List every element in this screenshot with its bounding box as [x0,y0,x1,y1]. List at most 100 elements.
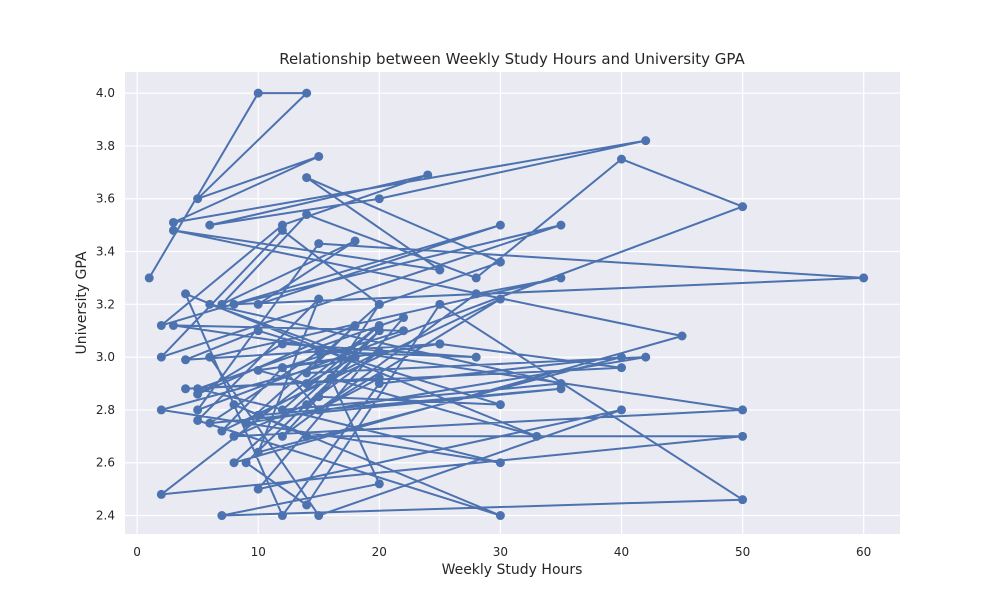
data-point [738,495,748,505]
data-point [229,400,239,410]
data-point [435,265,445,275]
data-point [156,352,166,362]
data-point [181,384,191,394]
data-point [616,352,626,362]
y-tick-label: 3.6 [96,192,115,206]
data-point [229,431,239,441]
data-point [193,194,203,204]
data-point [156,405,166,415]
data-point [241,418,251,428]
y-tick-label: 2.6 [96,456,115,470]
data-point [168,225,178,235]
data-point [277,405,287,415]
data-point [168,217,178,227]
data-point [253,88,263,98]
data-point [374,373,384,383]
data-point [181,355,191,365]
data-point [205,352,215,362]
data-point [471,352,481,362]
data-point [616,405,626,415]
data-point [314,239,324,249]
y-tick-label: 3.8 [96,139,115,153]
data-point [302,379,312,389]
data-point [253,484,263,494]
data-point [738,431,748,441]
data-point [314,392,324,402]
data-point [314,511,324,521]
data-point [314,405,324,415]
data-point [641,352,651,362]
data-point [277,511,287,521]
data-point [217,511,227,521]
data-series [144,88,869,521]
data-point [532,431,542,441]
data-point [350,352,360,362]
data-point [205,299,215,309]
data-point [641,136,651,146]
data-point [616,154,626,164]
data-point [374,347,384,357]
x-tick-label: 60 [856,545,871,559]
data-point [374,320,384,330]
data-point [302,173,312,183]
data-point [217,299,227,309]
data-point [350,236,360,246]
y-tick-label: 3.2 [96,297,115,311]
y-tick-label: 4.0 [96,86,115,100]
y-tick-label: 2.4 [96,509,115,523]
data-point [253,299,263,309]
y-tick-label: 3.0 [96,350,115,364]
data-point [556,384,566,394]
x-tick-label: 40 [614,545,629,559]
data-point [374,479,384,489]
data-point [277,431,287,441]
data-point [253,326,263,336]
data-point [205,418,215,428]
data-point [495,400,505,410]
x-tick-label: 30 [493,545,508,559]
data-point [350,320,360,330]
data-point [495,458,505,468]
data-point [677,331,687,341]
x-tick-label: 20 [372,545,387,559]
data-point [495,511,505,521]
x-tick-label: 10 [251,545,266,559]
data-point [302,210,312,220]
chart-title: Relationship between Weekly Study Hours … [279,50,745,68]
data-point [253,447,263,457]
data-point [399,313,409,323]
data-point [241,458,251,468]
data-point [374,194,384,204]
data-point [205,220,215,230]
data-point [277,339,287,349]
data-point [277,225,287,235]
data-point [435,339,445,349]
data-point [374,299,384,309]
data-point [302,431,312,441]
x-tick-label: 50 [735,545,750,559]
data-point [738,202,748,212]
data-point [156,489,166,499]
data-point [859,273,869,283]
data-point [302,368,312,378]
x-tick-label: 0 [133,545,141,559]
data-point [556,220,566,230]
data-point [229,299,239,309]
data-point [217,426,227,436]
data-point [277,363,287,373]
data-point [423,170,433,180]
data-point [616,363,626,373]
y-tick-label: 2.8 [96,403,115,417]
data-point [144,273,154,283]
data-point [326,373,336,383]
data-point [435,299,445,309]
data-point [495,220,505,230]
data-point [168,320,178,330]
data-point [399,326,409,336]
data-point [314,151,324,161]
data-point [495,257,505,267]
data-point [156,320,166,330]
data-point [193,415,203,425]
